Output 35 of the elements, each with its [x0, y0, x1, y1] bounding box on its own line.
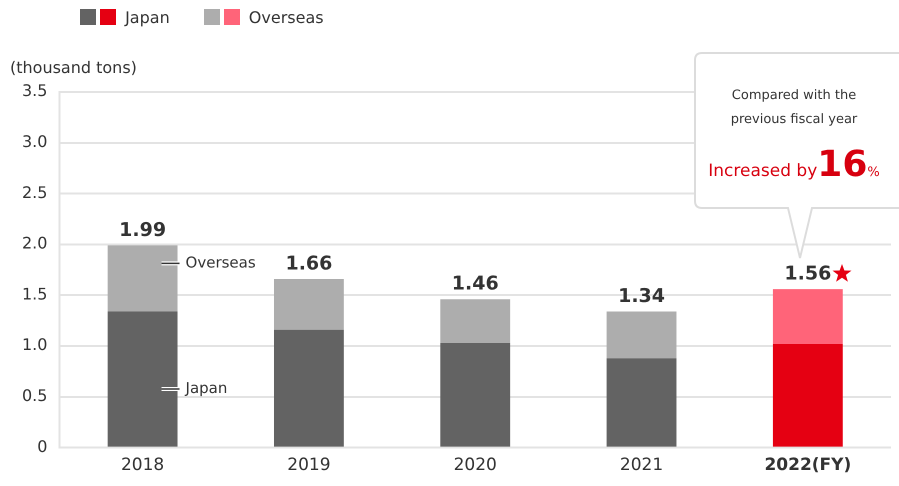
- bar: [274, 278, 344, 330]
- total-label: 1.99: [119, 218, 166, 241]
- x-tick-label: 2019: [287, 455, 331, 476]
- x-tick-label: 2021: [620, 455, 664, 476]
- bar: [772, 289, 843, 344]
- y-tick-label: 0: [37, 436, 48, 456]
- y-tick-label: 2.0: [22, 234, 48, 253]
- bar: [606, 358, 676, 447]
- y-axis-title: (thousand tons): [10, 58, 137, 77]
- text: Japan: [186, 378, 228, 397]
- y-tick-label: 3.5: [22, 81, 48, 100]
- y-tick-label: 1.0: [22, 335, 48, 354]
- x-tick-label: 2020: [454, 455, 497, 476]
- total-label: 1.66: [285, 252, 332, 274]
- bar: [108, 311, 178, 447]
- x-tick-label: 2022(FY): [764, 455, 852, 476]
- total-label: 1.56: [784, 262, 832, 285]
- annotation: Compared with the previous fiscal year: [730, 87, 858, 129]
- y-tick-label: 0.5: [22, 386, 48, 405]
- bar: [440, 299, 510, 343]
- legend-label: Japan: [123, 8, 170, 27]
- bar: [606, 311, 676, 358]
- bar: [440, 342, 510, 447]
- y-tick-label: 3.0: [22, 132, 48, 151]
- y-tick-label: 1.5: [22, 284, 48, 304]
- total-label: 1.34: [618, 284, 665, 307]
- bar: [108, 245, 178, 312]
- x-tick-label: 2018: [120, 455, 164, 476]
- total-label: 1.46: [452, 272, 499, 295]
- text: Overseas: [186, 253, 256, 272]
- y-tick-label: 2.5: [22, 182, 48, 202]
- bar: [274, 330, 344, 447]
- legend-label: Overseas: [248, 8, 324, 27]
- annotation: Increased by16%: [708, 144, 880, 185]
- bar: [772, 344, 843, 447]
